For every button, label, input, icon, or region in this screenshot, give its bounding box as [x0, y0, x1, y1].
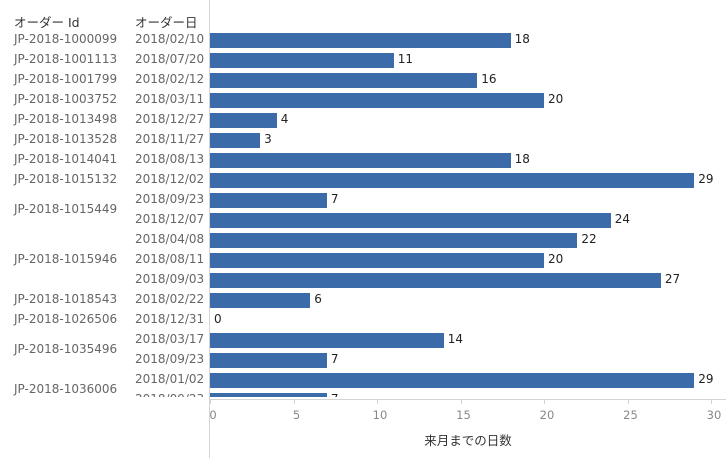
data-bar[interactable]	[210, 92, 544, 108]
bar-value-label: 20	[548, 92, 564, 106]
data-bar[interactable]	[210, 52, 394, 68]
data-bar[interactable]	[210, 272, 661, 288]
x-tick-mark	[711, 400, 712, 404]
order-date-label: 2018/03/17	[135, 332, 205, 346]
data-bar[interactable]	[210, 252, 544, 268]
x-tick-label: 15	[456, 408, 471, 422]
order-date-label: 2018/08/13	[135, 152, 205, 166]
order-id-label: JP-2018-1014041	[14, 152, 118, 166]
data-bar[interactable]	[210, 152, 511, 168]
order-date-label: 2018/02/12	[135, 72, 205, 86]
order-id-label: JP-2018-1013498	[14, 112, 118, 126]
bar-value-label: 3	[264, 132, 272, 146]
order-id-label: JP-2018-1001799	[14, 72, 118, 86]
order-date-label: 2018/12/07	[135, 212, 205, 226]
order-id-label: JP-2018-1000099	[14, 32, 118, 46]
bar-value-label: 18	[514, 32, 530, 46]
order-id-label: JP-2018-1036006	[14, 382, 118, 396]
bar-value-label: 22	[581, 232, 597, 246]
bar-value-label: 7	[331, 392, 339, 397]
row-header-divider	[209, 0, 210, 458]
data-bar[interactable]	[210, 32, 511, 48]
data-bar[interactable]	[210, 292, 311, 308]
x-axis-title: 来月までの日数	[424, 433, 512, 448]
order-id-label: JP-2018-1015449	[14, 202, 118, 216]
x-axis-line	[210, 399, 726, 400]
x-tick-mark	[210, 400, 211, 404]
order-date-label: 2018/12/02	[135, 172, 205, 186]
data-bar[interactable]	[210, 352, 327, 368]
bar-value-label: 16	[481, 72, 497, 86]
x-tick-mark	[627, 400, 629, 404]
data-bar[interactable]	[210, 192, 327, 208]
bar-value-label: 14	[447, 332, 464, 346]
bar-value-label: 20	[548, 252, 564, 266]
x-tick-label: 0	[209, 408, 217, 422]
x-tick-label: 10	[372, 408, 388, 422]
order-date-label: 2018/09/23	[135, 352, 205, 366]
order-date-label: 2018/12/27	[135, 112, 205, 126]
data-bar[interactable]	[210, 132, 261, 148]
order-date-label: 2018/02/10	[135, 32, 205, 46]
order-date-label: 2018/07/20	[135, 52, 205, 66]
order-date-label: 2018/11/27	[135, 132, 205, 146]
chart-rows[interactable]: 2018/02/10 18 2018/07/20 11 2018/02/12 16 2018…	[0, 30, 726, 397]
bar-value-label: 4	[280, 112, 289, 126]
order-id-header: オーダー Id	[14, 15, 80, 30]
x-tick-mark	[544, 400, 545, 404]
x-tick-label: 30	[706, 408, 722, 422]
x-tick-label: 5	[292, 408, 301, 422]
order-id-label: JP-2018-1015132	[14, 172, 118, 186]
data-bar[interactable]	[210, 212, 611, 228]
data-bar[interactable]	[210, 372, 695, 388]
bar-value-label: 0	[214, 312, 222, 326]
order-id-label: JP-2018-1035496	[14, 342, 118, 356]
x-tick-label: 25	[623, 408, 638, 422]
data-bar[interactable]	[210, 172, 695, 188]
order-id-label: JP-2018-1001113	[14, 52, 118, 66]
data-bar[interactable]	[210, 112, 277, 128]
bar-value-label: 24	[614, 212, 631, 226]
order-date-label: 2018/04/08	[135, 232, 205, 246]
bar-value-label: 6	[314, 292, 322, 306]
order-id-label: JP-2018-1013528	[14, 132, 118, 146]
bar-value-label: 29	[698, 372, 714, 386]
order-date-label: 2018/09/03	[135, 272, 205, 286]
order-id-label: JP-2018-1018543	[14, 292, 118, 306]
order-id-label: JP-2018-1003752	[14, 92, 118, 106]
x-tick-mark	[460, 400, 462, 404]
bar-value-label: 27	[664, 272, 681, 286]
order-date-header: オーダー日	[135, 15, 198, 30]
order-date-label: 2018/09/23	[135, 192, 205, 206]
order-date-label: 2018/12/31	[135, 312, 205, 326]
data-bar[interactable]	[210, 332, 444, 348]
order-id-label: JP-2018-1015946	[14, 252, 118, 266]
order-date-label: 2018/09/23	[135, 392, 204, 397]
order-date-label: 2018/03/11	[135, 92, 205, 106]
bar-value-label: 7	[330, 352, 339, 366]
order-date-label: 2018/08/11	[135, 252, 205, 266]
bar-value-label: 7	[330, 192, 339, 206]
bar-value-label: 29	[698, 172, 714, 186]
x-tick-mark	[293, 400, 295, 404]
bar-value-label: 18	[514, 152, 530, 166]
order-id-label: JP-2018-1026506	[14, 312, 118, 326]
x-tick-label: 20	[539, 408, 555, 422]
data-bar[interactable]	[210, 72, 478, 88]
order-date-label: 2018/02/22	[135, 292, 205, 306]
order-date-label: 2018/01/02	[135, 372, 205, 386]
data-bar[interactable]	[210, 392, 327, 397]
bar-value-label: 11	[397, 52, 413, 66]
data-bar[interactable]	[210, 232, 578, 248]
x-tick-mark	[377, 400, 378, 404]
